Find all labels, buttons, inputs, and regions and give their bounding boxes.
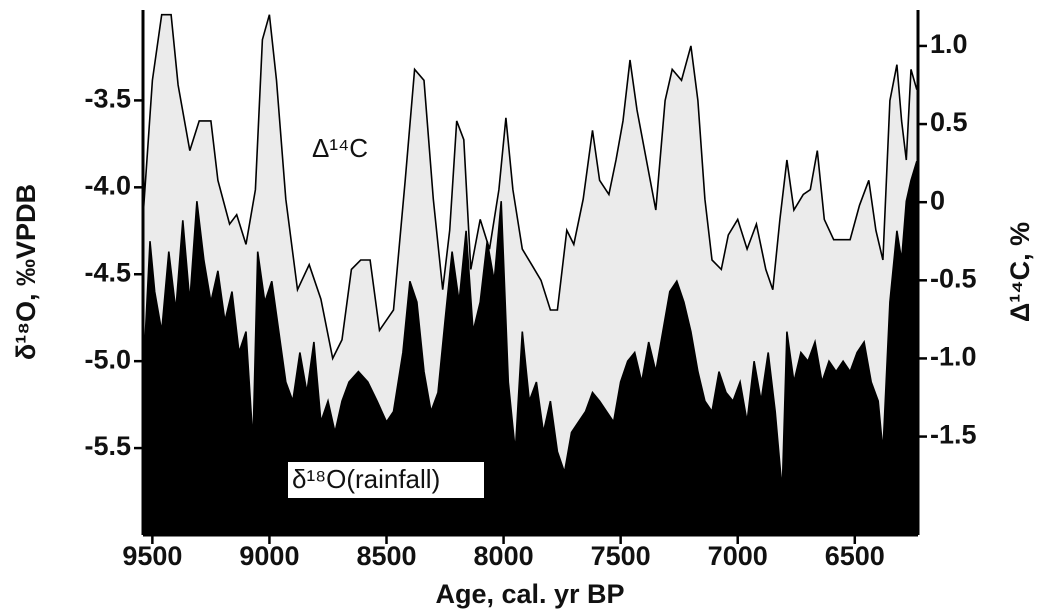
y-tick-label: -4.5 bbox=[84, 257, 131, 287]
y-tick-label: -3.5 bbox=[84, 84, 131, 114]
series-line bbox=[142, 13, 918, 361]
y2-tick-label: 1.0 bbox=[930, 29, 968, 59]
series-line bbox=[142, 160, 918, 492]
x-tick-label: 7500 bbox=[591, 541, 651, 571]
plot-area bbox=[142, 13, 918, 535]
annotation: δ¹⁸O(rainfall) bbox=[292, 464, 440, 494]
x-tick-label: 9500 bbox=[122, 541, 182, 571]
x-tick-label: 6500 bbox=[825, 541, 885, 571]
y2-tick-label: -1.0 bbox=[930, 342, 977, 372]
y2-axis-label: Δ¹⁴C, % bbox=[1005, 222, 1035, 322]
y2-tick-label: -0.5 bbox=[930, 263, 977, 293]
y2-tick-label: 0 bbox=[930, 185, 945, 215]
area-fill bbox=[143, 161, 917, 535]
y-tick-label: -5.5 bbox=[84, 431, 131, 461]
x-tick-label: 7000 bbox=[708, 541, 768, 571]
x-tick-label: 8000 bbox=[474, 541, 534, 571]
y-tick-label: -4.0 bbox=[84, 170, 131, 200]
x-tick-label: 8500 bbox=[356, 541, 416, 571]
y2-tick-label: 0.5 bbox=[930, 107, 968, 137]
y-tick-label: -5.0 bbox=[84, 344, 131, 374]
x-tick-label: 9000 bbox=[239, 541, 299, 571]
y2-tick-label: -1.5 bbox=[930, 420, 977, 450]
annotation: Δ¹⁴C bbox=[312, 133, 368, 163]
y-axis-label: δ¹⁸O, ‰VPDB bbox=[11, 184, 41, 360]
annotation-box bbox=[288, 462, 484, 498]
x-axis-label: Age, cal. yr BP bbox=[435, 579, 624, 609]
